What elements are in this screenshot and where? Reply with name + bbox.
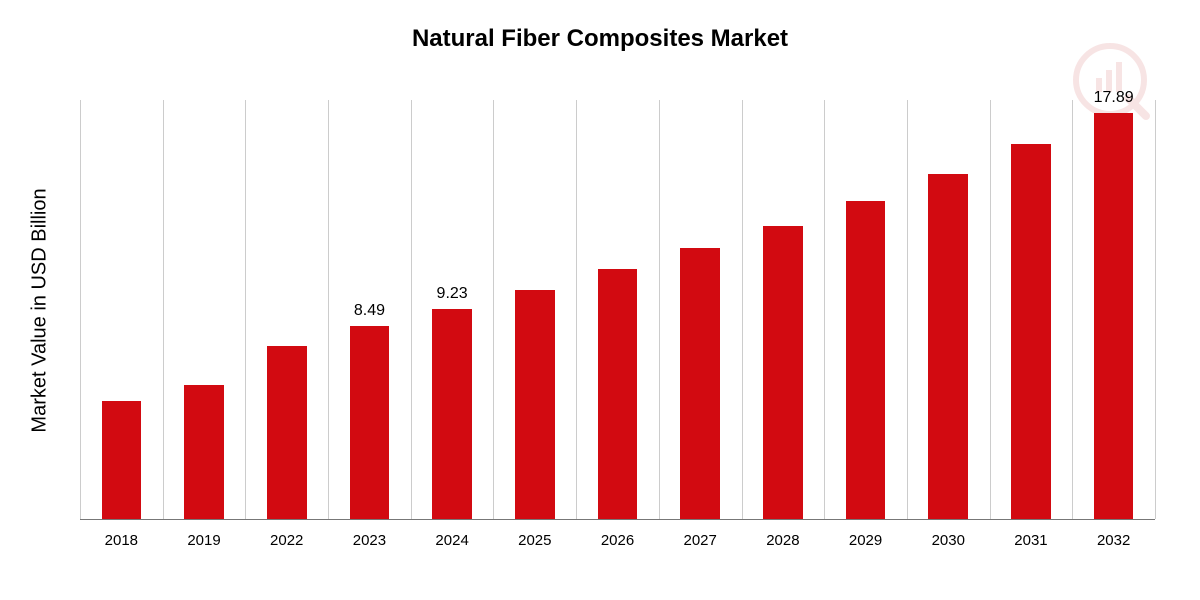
x-tick-label: 2024 [435, 532, 468, 549]
bar [350, 326, 390, 519]
gridline [1155, 100, 1156, 519]
bar [267, 346, 307, 519]
gridline [411, 100, 412, 519]
plot-area: 8.499.2317.89 [80, 100, 1155, 520]
x-tick-label: 2027 [684, 532, 717, 549]
gridline [328, 100, 329, 519]
gridline [824, 100, 825, 519]
bar [680, 248, 720, 519]
gridline [742, 100, 743, 519]
bar [1094, 113, 1134, 519]
bar [763, 226, 803, 519]
gridline [990, 100, 991, 519]
x-tick-label: 2025 [518, 532, 551, 549]
x-tick-label: 2028 [766, 532, 799, 549]
chart-container: Natural Fiber Composites Market Market V… [0, 0, 1200, 600]
bar [102, 401, 142, 519]
bar [1011, 144, 1051, 519]
gridline [1072, 100, 1073, 519]
bar-value-label: 9.23 [437, 285, 468, 303]
bar [515, 290, 555, 519]
x-tick-label: 2022 [270, 532, 303, 549]
bar [184, 385, 224, 519]
x-tick-label: 2026 [601, 532, 634, 549]
gridline [493, 100, 494, 519]
bar [432, 309, 472, 519]
bar [846, 201, 886, 519]
bar [928, 174, 968, 519]
x-tick-label: 2029 [849, 532, 882, 549]
gridline [245, 100, 246, 519]
x-tick-label: 2019 [187, 532, 220, 549]
y-axis-label: Market Value in USD Billion [29, 188, 52, 432]
chart-title: Natural Fiber Composites Market [0, 25, 1200, 53]
bar-value-label: 17.89 [1094, 89, 1134, 107]
gridline [80, 100, 81, 519]
x-tick-label: 2030 [932, 532, 965, 549]
bar [598, 269, 638, 519]
bar-value-label: 8.49 [354, 302, 385, 320]
gridline [659, 100, 660, 519]
x-tick-label: 2032 [1097, 532, 1130, 549]
x-tick-label: 2018 [105, 532, 138, 549]
x-tick-label: 2031 [1014, 532, 1047, 549]
gridline [576, 100, 577, 519]
ylabel-wrap: Market Value in USD Billion [25, 100, 55, 520]
x-axis: 2018 2019 2022 2023 2024 2025 2026 2027 2028 2029… [80, 520, 1155, 570]
gridline [907, 100, 908, 519]
x-tick-label: 2023 [353, 532, 386, 549]
gridline [163, 100, 164, 519]
